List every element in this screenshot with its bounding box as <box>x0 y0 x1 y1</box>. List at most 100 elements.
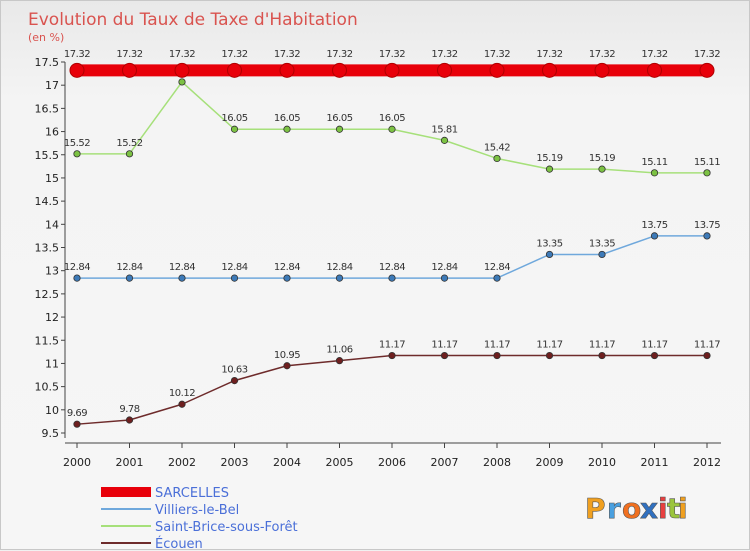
x-tick-label: 2009 <box>536 456 564 469</box>
data-label: 17.32 <box>379 49 405 60</box>
series-2: 15.5215.5217.0716.0516.0516.0516.0515.81… <box>64 66 721 177</box>
data-point <box>440 274 449 282</box>
y-tick-label: 12 <box>45 311 59 324</box>
data-point <box>230 125 239 133</box>
data-label: 17.32 <box>536 49 562 60</box>
y-tick-label: 11 <box>45 357 59 370</box>
data-label: 12.84 <box>116 262 142 273</box>
data-point <box>73 420 81 428</box>
data-point <box>69 62 85 78</box>
x-tick-label: 2004 <box>273 456 301 469</box>
data-label: 12.84 <box>169 262 195 273</box>
data-label: 17.32 <box>221 49 247 60</box>
data-label: 15.11 <box>694 157 720 168</box>
data-label: 17.32 <box>589 49 615 60</box>
data-point <box>230 274 239 282</box>
data-label: 17.32 <box>64 49 90 60</box>
data-point <box>545 250 554 259</box>
data-label: 17.32 <box>694 49 720 60</box>
legend-label: Villiers-le-Bel <box>155 503 239 518</box>
data-point <box>230 376 239 385</box>
data-point <box>545 351 554 360</box>
data-point <box>125 274 134 282</box>
logo-letter: t <box>667 492 680 525</box>
series-layer: 12.84 12.84 12.84 12.84 12.84 12.84 12.84 12.84… <box>64 49 721 428</box>
y-tick-label: 13.5 <box>35 242 60 255</box>
data-label: 11.17 <box>431 340 457 351</box>
data-label: 16.05 <box>326 113 352 124</box>
data-label: 9.69 <box>67 408 87 419</box>
legend-label: Saint-Brice-sous-Forêt <box>155 520 298 535</box>
data-label: 17.32 <box>274 49 300 60</box>
data-label: 12.84 <box>64 262 90 273</box>
x-tick-label: 2001 <box>116 456 144 469</box>
data-point <box>598 250 606 259</box>
data-point <box>125 150 134 158</box>
unit-label: (en %) <box>28 31 64 44</box>
y-tick-label: 15.5 <box>35 149 60 162</box>
data-point <box>703 351 711 360</box>
data-label: 12.84 <box>484 262 510 273</box>
data-point <box>174 62 190 78</box>
data-label: 15.19 <box>589 153 615 164</box>
x-tick-label: 2006 <box>378 456 406 469</box>
data-point <box>545 165 554 173</box>
series-0: 17.32 17.32 17.32 17.32 17.32 17.32 17.32 17.32… <box>64 49 721 78</box>
y-tick-label: 14.5 <box>35 195 60 208</box>
data-point <box>384 62 400 78</box>
data-label: 11.17 <box>641 340 667 351</box>
data-label: 13.75 <box>641 220 667 231</box>
data-label: 12.84 <box>379 262 405 273</box>
data-point <box>335 125 344 133</box>
data-point <box>227 62 242 78</box>
x-tick-label: 2003 <box>221 456 249 469</box>
logo-letter: i <box>658 492 668 525</box>
data-label: 11.17 <box>694 340 720 351</box>
x-tick-label: 2010 <box>588 456 616 469</box>
data-point <box>279 62 295 78</box>
data-point <box>335 274 344 282</box>
data-label: 10.95 <box>274 350 300 361</box>
data-point <box>437 62 452 78</box>
y-tick-label: 17.5 <box>35 56 60 69</box>
legend: SARCELLES Villiers-le-Bel Saint-Brice-sous… <box>101 486 298 551</box>
data-point <box>650 169 659 177</box>
y-tick-label: 10 <box>45 404 59 417</box>
data-point <box>699 62 715 78</box>
data-point <box>335 357 344 365</box>
data-label: 16.05 <box>221 113 247 124</box>
data-label: 11.06 <box>326 345 352 356</box>
data-label: 15.52 <box>64 138 90 149</box>
y-tick-label: 13 <box>45 265 59 278</box>
data-label: 15.52 <box>116 138 142 149</box>
data-point <box>647 62 662 78</box>
axes: 9.5 10 10.5 11 11.5 12 12.5 13 13.5 14 14.5 15 15.5 1… <box>35 56 721 469</box>
data-label: 16.05 <box>379 113 405 124</box>
y-tick-label: 9.5 <box>42 427 60 440</box>
data-point <box>650 351 659 360</box>
data-label: 11.17 <box>379 340 405 351</box>
y-tick-label: 17 <box>45 79 59 92</box>
series-1: 12.84 12.84 12.84 12.84 12.84 12.84 12.84 12.84… <box>64 220 721 282</box>
data-label: 12.84 <box>274 262 300 273</box>
y-tick-label: 14 <box>45 218 59 231</box>
x-tick-label: 2008 <box>483 456 511 469</box>
data-label: 17.32 <box>641 49 667 60</box>
legend-label: SARCELLES <box>155 486 229 501</box>
data-label: 11.17 <box>536 340 562 351</box>
data-label: 17.32 <box>169 49 195 60</box>
data-point <box>73 274 81 282</box>
data-label: 17.32 <box>326 49 352 60</box>
logo-letter: i <box>678 492 688 525</box>
data-label: 16.05 <box>274 113 300 124</box>
data-point <box>440 351 449 360</box>
x-tick-label: 2012 <box>693 456 721 469</box>
logo-letter: x <box>640 492 658 525</box>
x-tick-label: 2002 <box>168 456 196 469</box>
y-tick-label: 10.5 <box>35 381 60 394</box>
data-label: 11.17 <box>484 340 510 351</box>
data-label: 15.11 <box>641 157 667 168</box>
